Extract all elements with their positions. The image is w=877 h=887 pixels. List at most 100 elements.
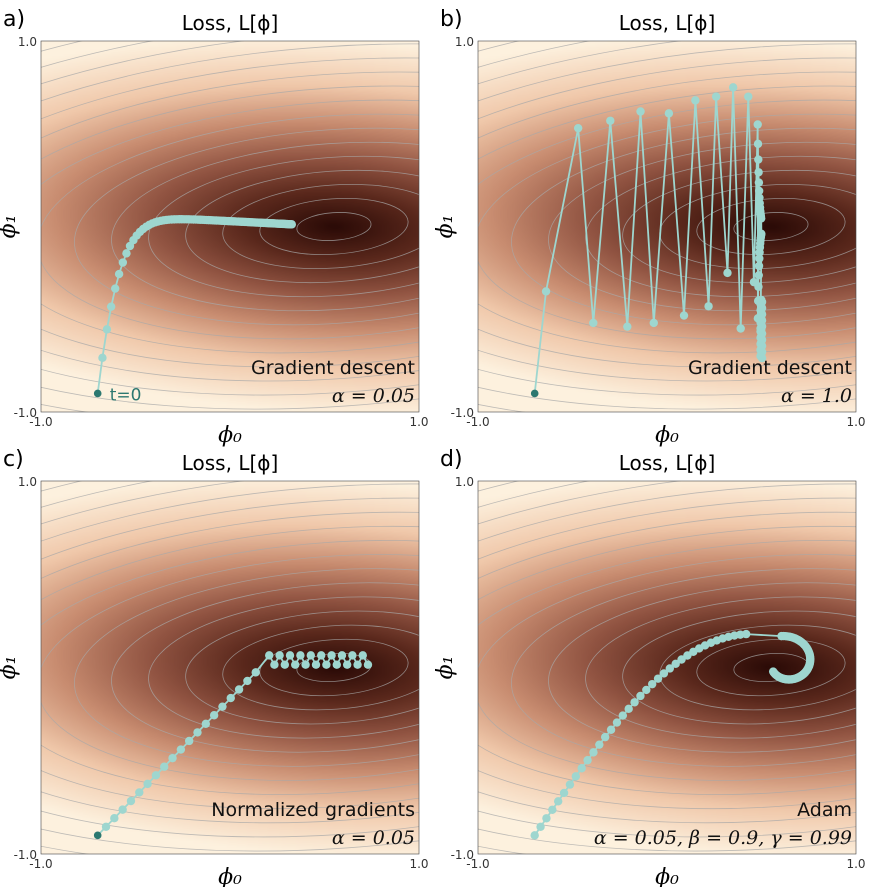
trajectory-point xyxy=(757,353,767,363)
trajectory xyxy=(93,215,297,398)
trajectory-point xyxy=(337,651,347,660)
contour-line xyxy=(148,596,419,739)
panel-title: Loss, L[ϕ] xyxy=(619,451,716,475)
trajectory-point xyxy=(287,220,297,229)
trajectory-point xyxy=(122,249,131,258)
loss-contours xyxy=(41,481,419,854)
params-label: α = 0.05 xyxy=(332,385,415,407)
trajectory-point xyxy=(353,660,362,669)
x-tick-label: -1.0 xyxy=(466,857,489,871)
panel-2: c) Loss, L[ϕ] -1.0 1.0 1.0 -1.0 ϕ₀ ϕ₁ Normalized… xyxy=(0,447,429,887)
y-axis-label: ϕ₁ xyxy=(433,656,458,680)
x-tick-label: 1.0 xyxy=(846,857,865,871)
trajectory-point xyxy=(184,736,194,746)
contour-line xyxy=(696,638,846,697)
contour-line xyxy=(478,85,856,368)
trajectory-point xyxy=(296,651,305,660)
trajectory-point xyxy=(664,109,674,118)
trajectory-point xyxy=(559,788,569,798)
contour-line xyxy=(41,511,419,824)
trajectory-point xyxy=(311,660,321,669)
trajectory-point xyxy=(753,139,763,149)
contour-line xyxy=(478,113,856,340)
trajectory-point xyxy=(176,745,186,754)
trajectory-point xyxy=(755,254,764,263)
trajectory-point xyxy=(316,651,326,660)
contour-line xyxy=(478,497,856,838)
contour-line xyxy=(585,155,856,298)
panel-3: d) Loss, L[ϕ] -1.0 1.0 1.0 -1.0 ϕ₀ ϕ₁ Adam α = 0.… xyxy=(433,447,866,887)
params-label: α = 0.05 xyxy=(332,827,415,849)
trajectory-point xyxy=(209,711,219,720)
trajectory-point xyxy=(741,629,751,639)
contour-line xyxy=(478,57,856,396)
trajectory-line xyxy=(97,653,369,836)
trajectory-point xyxy=(363,660,373,669)
trajectory-point xyxy=(110,813,119,823)
method-label: Gradient descent xyxy=(251,357,415,379)
trajectory-point xyxy=(583,756,592,765)
trajectory-point xyxy=(754,178,764,187)
contour-line xyxy=(478,554,856,781)
contour-line xyxy=(41,540,419,795)
trajectory-point xyxy=(160,762,169,771)
trajectory-point xyxy=(595,740,604,749)
y-axis-label: ϕ₁ xyxy=(0,656,21,680)
trajectory-point xyxy=(234,685,244,694)
trajectory-point xyxy=(285,651,295,660)
contour-line xyxy=(41,525,419,810)
trajectory-point xyxy=(102,325,112,334)
plot-frame xyxy=(40,40,420,413)
contour-line xyxy=(696,198,846,255)
trajectory-point xyxy=(606,725,616,734)
panel-label: a) xyxy=(3,7,25,32)
trajectory-point xyxy=(548,805,557,814)
contour-line xyxy=(41,57,419,396)
start-point xyxy=(93,389,102,398)
contour-line xyxy=(622,169,856,284)
trajectory-point xyxy=(218,702,227,711)
trajectory-point xyxy=(754,261,764,271)
trajectory-point xyxy=(636,691,645,701)
contour-line xyxy=(185,610,419,725)
loss-contours xyxy=(478,41,856,412)
y-tick-label: -1.0 xyxy=(14,406,37,420)
contour-line xyxy=(148,155,419,298)
trajectory-point xyxy=(612,718,622,727)
contour-line xyxy=(478,71,856,382)
trajectory-point xyxy=(704,302,713,311)
trajectory-point xyxy=(168,753,177,763)
trajectory-point xyxy=(111,284,120,293)
y-tick-label: -1.0 xyxy=(451,406,474,420)
contour-line xyxy=(41,99,419,354)
trajectory-point xyxy=(647,679,657,689)
trajectory-point xyxy=(226,693,235,703)
trajectory xyxy=(530,83,767,398)
trajectory-point xyxy=(757,229,766,239)
trajectory-point xyxy=(201,719,211,729)
trajectory-point xyxy=(193,728,202,737)
trajectory-point xyxy=(659,669,669,678)
trajectory-point xyxy=(754,168,763,177)
y-tick-label: 1.0 xyxy=(455,475,474,489)
contour-line xyxy=(41,43,419,410)
method-label: Adam xyxy=(797,799,852,821)
trajectory-point xyxy=(342,660,352,669)
contour-line xyxy=(478,483,856,852)
trajectory-point xyxy=(251,668,260,677)
trajectory-point xyxy=(624,704,633,714)
trajectory-point xyxy=(642,685,651,695)
contour-line xyxy=(478,99,856,354)
trajectory-point xyxy=(553,797,563,806)
trajectory-point xyxy=(322,660,331,669)
y-tick-label: -1.0 xyxy=(14,848,37,862)
contour-line xyxy=(478,540,856,795)
trajectory-point xyxy=(679,311,689,320)
trajectory-point xyxy=(573,123,583,133)
trajectory-point xyxy=(358,651,367,660)
contour-line xyxy=(185,169,419,284)
trajectory-point xyxy=(126,796,136,806)
panel-label: d) xyxy=(440,447,463,472)
trajectory xyxy=(93,651,373,840)
method-label: Gradient descent xyxy=(688,357,852,379)
